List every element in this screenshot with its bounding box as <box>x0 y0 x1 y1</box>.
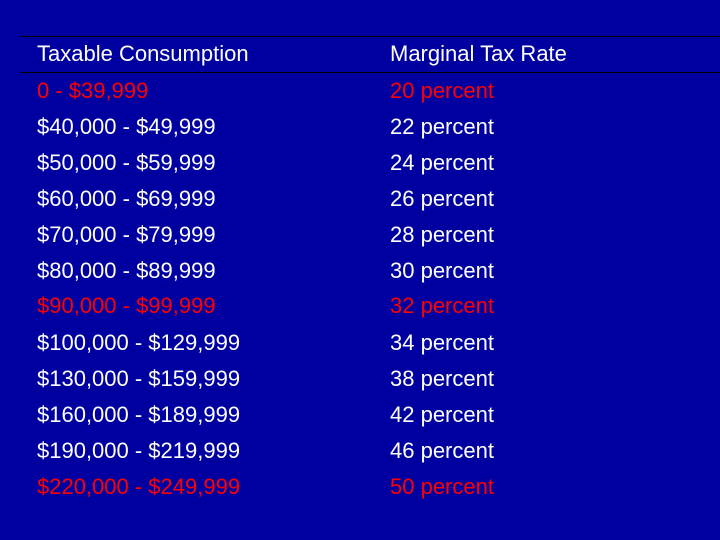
row-12-rate: 50 percent <box>390 474 494 499</box>
row-2-rate: 22 percent <box>390 114 494 139</box>
row-8-consumption: $100,000 - $129,999 <box>37 330 241 355</box>
row-5-consumption: $70,000 - $79,999 <box>37 222 216 247</box>
row-10-rate: 42 percent <box>390 402 494 427</box>
header-marginal-tax-rate: Marginal Tax Rate <box>390 41 567 66</box>
row-3-rate: 24 percent <box>390 150 494 175</box>
row-5-rate: 28 percent <box>390 222 494 247</box>
row-9-rate: 38 percent <box>390 366 494 391</box>
row-3-consumption: $50,000 - $59,999 <box>37 150 216 175</box>
row-6-rate: 30 percent <box>390 258 494 283</box>
row-4-rate: 26 percent <box>390 186 494 211</box>
row-12-consumption: $220,000 - $249,999 <box>37 474 241 499</box>
row-1-rate: 20 percent <box>390 78 494 103</box>
row-11-consumption: $190,000 - $219,999 <box>37 438 241 463</box>
header-top-rule <box>20 36 720 37</box>
row-6-consumption: $80,000 - $89,999 <box>37 258 216 283</box>
row-9-consumption: $130,000 - $159,999 <box>37 366 241 391</box>
row-10-consumption: $160,000 - $189,999 <box>37 402 241 427</box>
row-7-consumption: $90,000 - $99,999 <box>37 293 216 318</box>
row-8-rate: 34 percent <box>390 330 494 355</box>
row-2-consumption: $40,000 - $49,999 <box>37 114 216 139</box>
row-1-consumption: 0 - $39,999 <box>37 78 149 103</box>
row-11-rate: 46 percent <box>390 438 494 463</box>
row-7-rate: 32 percent <box>390 293 494 318</box>
header-taxable-consumption: Taxable Consumption <box>37 41 249 66</box>
row-4-consumption: $60,000 - $69,999 <box>37 186 216 211</box>
header-bottom-rule <box>20 72 720 73</box>
